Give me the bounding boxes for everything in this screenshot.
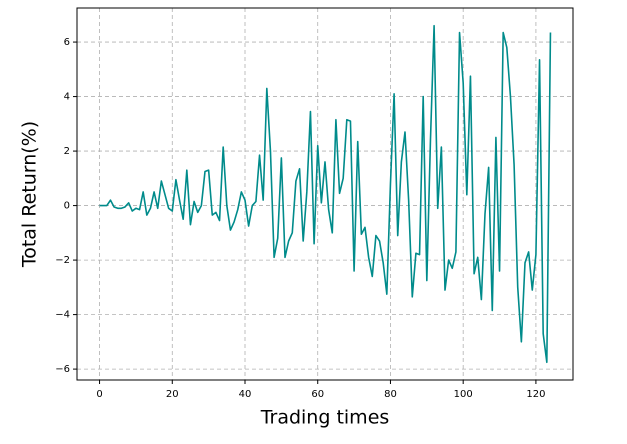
y-tick-label: −2 [55,255,70,266]
x-tick-label: 120 [526,389,545,400]
x-tick-label: 20 [166,389,179,400]
x-tick-label: 80 [384,389,397,400]
y-axis-label: Total Return(%) [19,121,41,268]
x-tick-label: 0 [96,389,102,400]
y-tick-label: −6 [55,364,70,375]
y-tick-label: 2 [64,146,70,157]
x-axis-label: Trading times [260,407,390,429]
y-tick-label: −4 [55,310,70,321]
x-tick-label: 40 [239,389,252,400]
y-tick-label: 6 [64,37,70,48]
plot-frame [76,7,574,381]
x-tick-label: 60 [311,389,324,400]
data-line [99,24,552,364]
y-tick-label: 4 [64,92,70,103]
x-tick-label: 100 [454,389,473,400]
y-tick-label: 0 [64,201,70,212]
